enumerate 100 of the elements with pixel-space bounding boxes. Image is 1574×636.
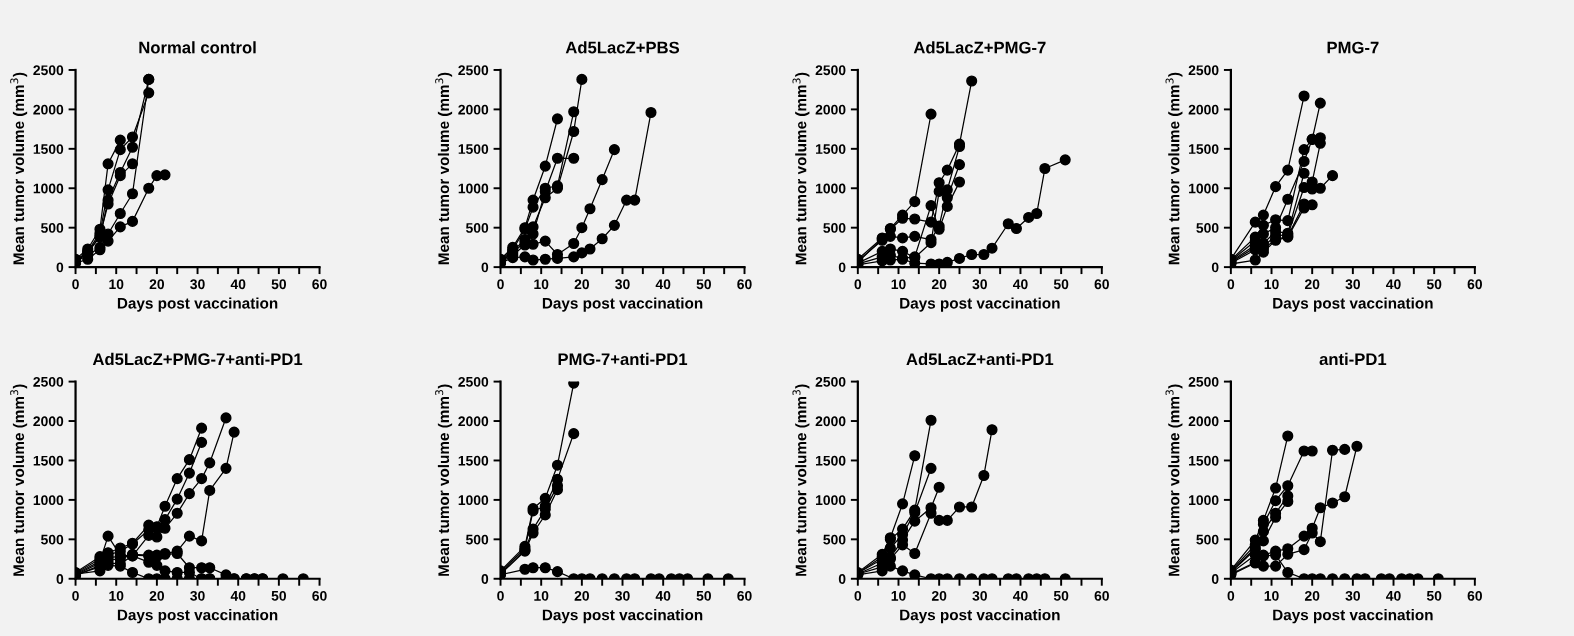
x-tick-label: 0	[72, 279, 79, 290]
y-tick-label: 1500	[33, 455, 64, 466]
y-tick-label: 2500	[33, 65, 64, 76]
y-tick-label: 1000	[1189, 183, 1219, 194]
y-axis-title: Mean tumor volume (mm$^{3}$)	[10, 72, 28, 265]
y-tick-label: 500	[823, 223, 846, 233]
y-tick-label: 0	[838, 262, 846, 273]
x-tick-label: 50	[1053, 590, 1069, 601]
y-tick-label: 2500	[458, 376, 489, 387]
y-tick-label: 500	[823, 534, 846, 545]
y-tick-label: 2000	[815, 104, 846, 115]
y-tick-label: 1500	[1189, 455, 1219, 466]
y-tick-label: 500	[41, 534, 64, 545]
chart-title: anti-PD1	[1319, 352, 1387, 366]
y-tick-label: 500	[465, 534, 489, 545]
x-tick-label: 40	[1386, 279, 1401, 290]
y-tick-label: 2500	[1188, 65, 1219, 76]
y-tick-label: 1000	[33, 183, 64, 194]
y-tick-label: 2500	[815, 376, 846, 387]
x-tick-label: 0	[497, 279, 504, 290]
y-tick-label: 500	[1196, 223, 1219, 233]
y-tick-label: 2500	[1188, 376, 1219, 387]
y-tick-label: 0	[481, 262, 489, 273]
x-tick-label: 40	[655, 590, 671, 601]
x-tick-label: 20	[574, 279, 590, 290]
x-axis-title: Days post vaccination	[542, 609, 703, 624]
x-tick-label: 20	[1304, 590, 1320, 601]
y-tick-label: 0	[838, 574, 846, 584]
x-tick-label: 30	[1345, 590, 1361, 601]
x-tick-label: 50	[1426, 279, 1442, 290]
x-tick-label: 50	[1053, 279, 1069, 290]
y-tick-label: 500	[465, 223, 489, 233]
x-tick-label: 30	[615, 590, 630, 601]
y-tick-label: 1000	[33, 495, 64, 506]
y-tick-label: 1500	[33, 144, 64, 154]
x-tick-label: 10	[534, 279, 549, 290]
x-tick-label: 0	[72, 590, 79, 601]
x-tick-label: 10	[1264, 279, 1279, 290]
chart-title: Ad5LacZ+PMG-7	[913, 41, 1046, 54]
y-tick-label: 1500	[1189, 144, 1219, 154]
y-tick-label: 1000	[816, 183, 846, 194]
y-tick-label: 500	[1196, 534, 1219, 545]
x-tick-label: 30	[190, 590, 205, 601]
x-tick-label: 30	[190, 279, 205, 290]
x-tick-label: 50	[696, 279, 711, 290]
x-tick-label: 0	[1227, 279, 1235, 290]
x-tick-label: 60	[737, 279, 752, 290]
y-tick-label: 2000	[458, 416, 489, 427]
x-tick-label: 30	[972, 590, 987, 601]
y-tick-label: 0	[1211, 262, 1219, 273]
y-tick-label: 0	[56, 574, 64, 584]
x-tick-label: 30	[1345, 279, 1361, 290]
y-tick-label: 0	[1211, 574, 1219, 584]
x-tick-label: 20	[149, 590, 165, 601]
x-tick-label: 60	[1094, 590, 1109, 601]
y-tick-label: 0	[481, 574, 489, 584]
y-tick-label: 1500	[816, 144, 846, 154]
x-axis-title: Days post vaccination	[1273, 297, 1433, 312]
y-tick-label: 2000	[815, 416, 846, 427]
x-tick-label: 60	[312, 590, 327, 601]
x-tick-label: 0	[854, 279, 862, 290]
y-tick-label: 2000	[1188, 416, 1219, 427]
y-tick-label: 2500	[815, 65, 846, 76]
chart-title: PMG-7	[1327, 41, 1379, 54]
y-axis-title: Mean tumor volume (mm$^{3}$)	[435, 384, 453, 576]
x-axis-title: Days post vaccination	[900, 297, 1060, 312]
x-tick-label: 10	[891, 279, 906, 290]
y-tick-label: 1500	[458, 144, 489, 154]
x-tick-label: 20	[931, 590, 947, 601]
x-tick-label: 50	[271, 279, 287, 290]
x-tick-label: 50	[1426, 590, 1442, 601]
x-tick-label: 40	[230, 279, 246, 290]
y-axis-title: Mean tumor volume (mm$^{3}$)	[792, 72, 810, 265]
y-tick-label: 1000	[458, 183, 489, 194]
x-axis-title: Days post vaccination	[900, 609, 1060, 624]
x-tick-label: 20	[574, 590, 590, 601]
x-tick-label: 40	[655, 279, 671, 290]
y-axis-title: Mean tumor volume (mm$^{3}$)	[792, 384, 810, 576]
chart-title: Ad5LacZ+PBS	[565, 41, 680, 54]
x-tick-label: 50	[696, 590, 711, 601]
y-tick-label: 0	[56, 262, 64, 273]
x-tick-label: 50	[271, 590, 287, 601]
x-tick-label: 60	[1094, 279, 1109, 290]
x-tick-label: 0	[497, 590, 504, 601]
x-tick-label: 10	[109, 590, 124, 601]
y-axis-title: Mean tumor volume (mm$^{3}$)	[435, 72, 453, 265]
chart-title: Normal control	[139, 41, 256, 54]
y-tick-label: 1500	[816, 455, 846, 466]
x-tick-label: 0	[1227, 590, 1235, 601]
x-tick-label: 30	[972, 279, 987, 290]
y-tick-label: 500	[41, 223, 64, 233]
x-axis-title: Days post vaccination	[117, 297, 278, 312]
x-tick-label: 40	[1012, 590, 1028, 601]
x-tick-label: 0	[854, 590, 862, 601]
x-tick-label: 60	[312, 279, 327, 290]
x-tick-label: 10	[534, 590, 549, 601]
y-tick-label: 1000	[458, 495, 489, 506]
y-axis-title: Mean tumor volume (mm$^{3}$)	[10, 384, 28, 576]
y-tick-label: 1000	[816, 495, 846, 506]
y-axis-title: Mean tumor volume (mm$^{3}$)	[1165, 72, 1183, 265]
